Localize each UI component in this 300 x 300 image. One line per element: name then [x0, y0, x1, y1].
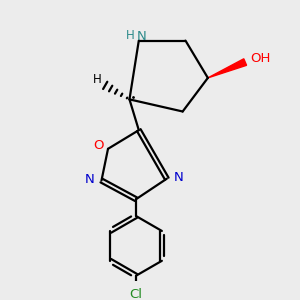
- Text: Cl: Cl: [130, 288, 142, 300]
- Text: N: N: [137, 30, 146, 43]
- Text: O: O: [93, 139, 104, 152]
- Text: OH: OH: [250, 52, 270, 65]
- Text: H: H: [93, 73, 102, 86]
- Polygon shape: [208, 59, 247, 78]
- Text: N: N: [85, 173, 94, 186]
- Text: N: N: [174, 171, 184, 184]
- Text: H: H: [126, 29, 135, 42]
